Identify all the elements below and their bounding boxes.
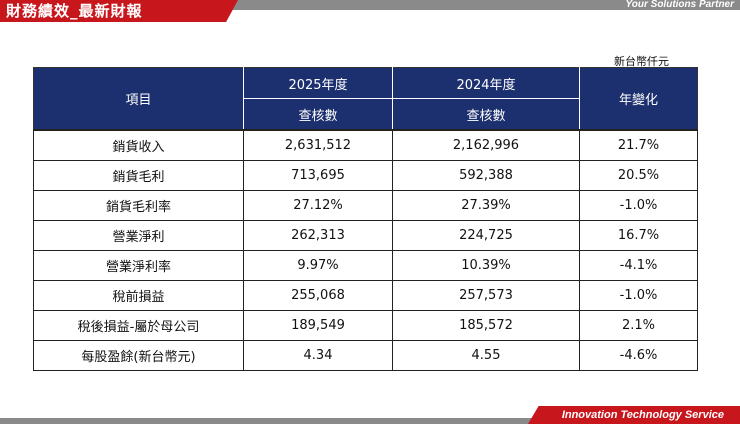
cell-2025: 189,549 [243,310,393,341]
cell-2025: 27.12% [243,190,393,221]
cell-2024: 4.55 [392,340,580,371]
top-banner: 財務績效_最新財報 Your Solutions Partner [0,0,740,22]
header-2024: 2024年度 [392,67,580,99]
table-row: 銷貨毛利率 27.12% 27.39% -1.0% [33,190,698,221]
cell-change: 21.7% [579,129,698,161]
subheader-2024: 查核數 [392,98,580,131]
bottom-gray-band [0,418,740,424]
table-row: 稅前損益 255,068 257,573 -1.0% [33,280,698,311]
page-title: 財務績效_最新財報 [6,2,143,20]
cell-item: 營業淨利 [33,220,244,251]
table-row: 稅後損益-屬於母公司 189,549 185,572 2.1% [33,310,698,341]
cell-change: 16.7% [579,220,698,251]
cell-change: -4.1% [579,250,698,281]
cell-change: -1.0% [579,280,698,311]
cell-2025: 9.97% [243,250,393,281]
table-row: 銷貨收入 2,631,512 2,162,996 21.7% [33,129,698,161]
cell-2024: 27.39% [392,190,580,221]
cell-2025: 255,068 [243,280,393,311]
cell-change: -1.0% [579,190,698,221]
header-tagline: Your Solutions Partner [625,0,734,10]
bottom-red-band [528,406,740,424]
table-row: 營業淨利率 9.97% 10.39% -4.1% [33,250,698,281]
cell-2025: 4.34 [243,340,393,371]
cell-item: 稅前損益 [33,280,244,311]
cell-2024: 185,572 [392,310,580,341]
cell-change: 20.5% [579,160,698,191]
cell-2025: 262,313 [243,220,393,251]
table-row: 銷貨毛利 713,695 592,388 20.5% [33,160,698,191]
footer-tagline: Innovation Technology Service [561,409,724,421]
cell-2025: 713,695 [243,160,393,191]
cell-2024: 592,388 [392,160,580,191]
cell-item: 銷貨毛利 [33,160,244,191]
cell-change: 2.1% [579,310,698,341]
cell-2024: 224,725 [392,220,580,251]
table-row: 每股盈餘(新台幣元) 4.34 4.55 -4.6% [33,340,698,371]
top-gray-band [0,0,740,10]
table-row: 營業淨利 262,313 224,725 16.7% [33,220,698,251]
cell-2025: 2,631,512 [243,129,393,161]
table-body: 銷貨收入 2,631,512 2,162,996 21.7% 銷貨毛利 713,695 59… [33,129,698,371]
cell-2024: 10.39% [392,250,580,281]
header-change: 年變化 [579,67,698,131]
cell-item: 稅後損益-屬於母公司 [33,310,244,341]
cell-item: 每股盈餘(新台幣元) [33,340,244,371]
financial-table: 項目 2025年度 2024年度 年變化 查核數 查核數 銷貨收入 2,631,5… [33,67,698,371]
cell-item: 銷貨毛利率 [33,190,244,221]
cell-item: 銷貨收入 [33,129,244,161]
top-red-band [0,0,238,22]
cell-change: -4.6% [579,340,698,371]
header-item: 項目 [33,67,244,131]
unit-note: 新台幣仟元 [614,55,669,68]
subheader-2025: 查核數 [243,98,393,131]
cell-2024: 257,573 [392,280,580,311]
cell-2024: 2,162,996 [392,129,580,161]
header-2025: 2025年度 [243,67,393,99]
cell-item: 營業淨利率 [33,250,244,281]
